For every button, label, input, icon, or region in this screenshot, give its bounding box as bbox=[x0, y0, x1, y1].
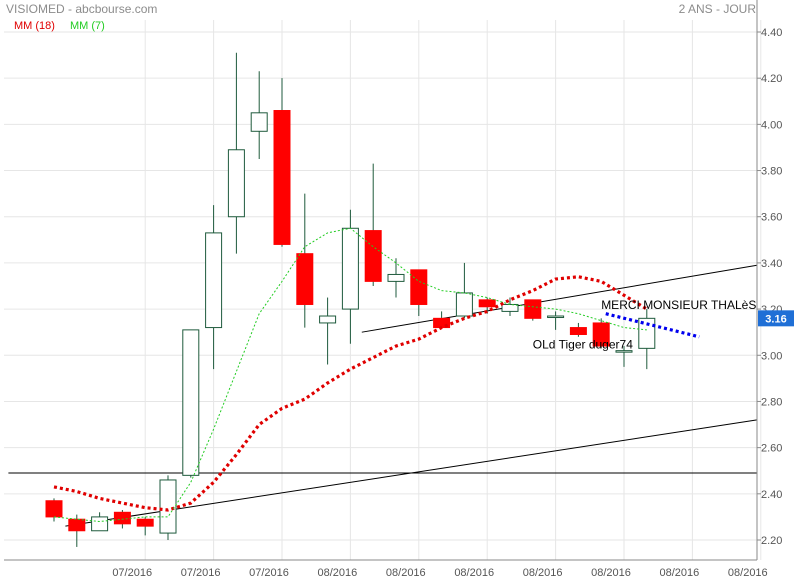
candle-up bbox=[501, 303, 519, 312]
annotation-text: OLd Tiger duger74 bbox=[533, 337, 633, 351]
chart-title: VISIOMED - abcbourse.com bbox=[6, 2, 157, 16]
candle-down bbox=[273, 110, 291, 245]
x-tick-label: 08/2016 bbox=[591, 567, 631, 579]
y-tick-label: 3.40 bbox=[761, 258, 782, 270]
legend-ma18: MM (18) bbox=[14, 20, 55, 32]
x-tick-label: 08/2016 bbox=[728, 567, 768, 579]
candle-up bbox=[638, 317, 656, 349]
candle-down bbox=[592, 322, 610, 347]
candle-up bbox=[319, 315, 337, 324]
candle-down bbox=[364, 230, 382, 282]
y-tick-label: 2.60 bbox=[761, 443, 782, 455]
candle-down bbox=[524, 299, 542, 319]
candle-up bbox=[250, 112, 268, 132]
x-tick-label: 08/2016 bbox=[454, 567, 494, 579]
y-tick-label: 3.80 bbox=[761, 166, 782, 178]
annotations: MERCI MONSIEUR THALèS OLd Tiger duger74 bbox=[533, 298, 757, 351]
candle-down bbox=[569, 327, 587, 335]
annotation-arrow bbox=[605, 312, 700, 339]
axes: 2.202.402.602.803.003.203.403.603.804.00… bbox=[4, 0, 794, 579]
y-tick-label: 2.20 bbox=[761, 535, 782, 547]
candle-up bbox=[91, 516, 109, 532]
candle-down bbox=[113, 511, 131, 525]
legend-ma7: MM (7) bbox=[70, 20, 105, 32]
x-tick-label: 07/2016 bbox=[112, 567, 152, 579]
candle-down bbox=[296, 253, 314, 305]
candle-up bbox=[341, 227, 359, 310]
period-label: 2 ANS - JOUR bbox=[679, 2, 757, 16]
ma7-line bbox=[53, 227, 647, 523]
x-tick-label: 08/2016 bbox=[523, 567, 563, 579]
x-tick-label: 08/2016 bbox=[660, 567, 700, 579]
y-tick-label: 3.60 bbox=[761, 212, 782, 224]
candle-up bbox=[387, 273, 405, 282]
y-tick-label: 4.20 bbox=[761, 73, 782, 85]
last-price-label: 3.16 bbox=[765, 313, 786, 325]
x-tick-label: 07/2016 bbox=[181, 567, 221, 579]
x-tick-label: 08/2016 bbox=[318, 567, 358, 579]
candle-down bbox=[45, 500, 63, 518]
candle-down bbox=[410, 269, 428, 305]
x-tick-label: 07/2016 bbox=[249, 567, 289, 579]
candles bbox=[45, 52, 656, 547]
x-tick-label: 08/2016 bbox=[386, 567, 426, 579]
candle-up bbox=[547, 315, 565, 319]
y-tick-label: 3.00 bbox=[761, 350, 782, 362]
grid bbox=[4, 20, 762, 560]
candle-up bbox=[227, 149, 245, 218]
candle-down bbox=[478, 299, 496, 308]
y-tick-label: 4.00 bbox=[761, 119, 782, 131]
y-tick-label: 2.80 bbox=[761, 396, 782, 408]
trendline bbox=[361, 264, 758, 333]
candle-up bbox=[615, 350, 633, 353]
candle-up bbox=[205, 232, 223, 329]
candle-up bbox=[455, 292, 473, 317]
candle-down bbox=[136, 518, 154, 527]
moving-averages bbox=[53, 227, 648, 523]
candle-up bbox=[182, 329, 200, 476]
candle-up bbox=[159, 479, 177, 534]
candle-down bbox=[68, 518, 86, 532]
trendlines bbox=[8, 264, 758, 527]
annotation-text: MERCI MONSIEUR THALèS bbox=[601, 298, 756, 312]
last-price-badge bbox=[758, 310, 794, 327]
y-tick-label: 2.40 bbox=[761, 489, 782, 501]
y-tick-label: 4.40 bbox=[761, 27, 782, 39]
